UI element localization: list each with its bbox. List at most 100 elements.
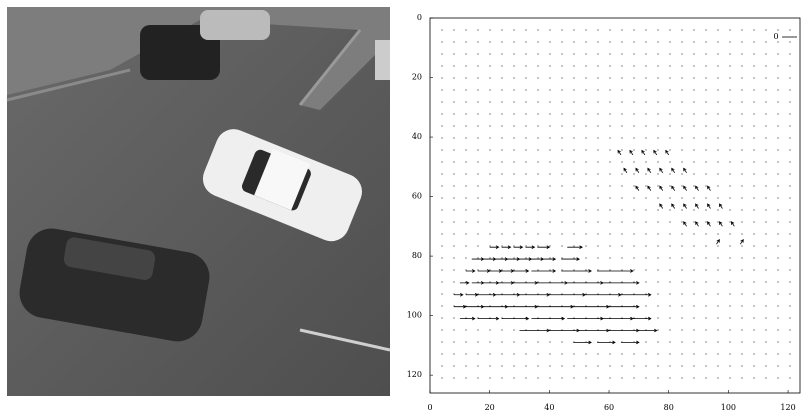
dot bbox=[501, 77, 502, 78]
dot bbox=[657, 257, 658, 258]
dot bbox=[705, 209, 706, 210]
dot bbox=[753, 209, 754, 210]
dot bbox=[777, 65, 778, 66]
dot bbox=[657, 89, 658, 90]
dot bbox=[561, 113, 562, 114]
dot bbox=[513, 281, 514, 282]
dot bbox=[669, 197, 670, 198]
dot bbox=[777, 89, 778, 90]
dot bbox=[489, 161, 490, 162]
dot bbox=[753, 221, 754, 222]
dot bbox=[741, 305, 742, 306]
dot bbox=[705, 161, 706, 162]
dot bbox=[681, 41, 682, 42]
dot bbox=[549, 185, 550, 186]
dot bbox=[525, 125, 526, 126]
dot bbox=[585, 197, 586, 198]
dot bbox=[609, 377, 610, 378]
dot bbox=[525, 65, 526, 66]
dot bbox=[717, 293, 718, 294]
dot bbox=[537, 281, 538, 282]
dot bbox=[477, 233, 478, 234]
dot bbox=[597, 149, 598, 150]
dot bbox=[753, 257, 754, 258]
dot bbox=[657, 305, 658, 306]
dot bbox=[753, 353, 754, 354]
dot bbox=[621, 173, 622, 174]
dot bbox=[657, 293, 658, 294]
dot bbox=[669, 233, 670, 234]
dot bbox=[705, 65, 706, 66]
dot bbox=[537, 257, 538, 258]
dot bbox=[717, 65, 718, 66]
dot bbox=[489, 221, 490, 222]
dot bbox=[609, 29, 610, 30]
dot bbox=[765, 77, 766, 78]
dot bbox=[645, 269, 646, 270]
dot bbox=[465, 125, 466, 126]
dot bbox=[537, 173, 538, 174]
y-tick-label: 100 bbox=[407, 311, 422, 320]
dot bbox=[585, 161, 586, 162]
dot bbox=[765, 329, 766, 330]
dot bbox=[621, 233, 622, 234]
dot bbox=[789, 173, 790, 174]
dot bbox=[633, 365, 634, 366]
dot bbox=[777, 329, 778, 330]
dot bbox=[645, 245, 646, 246]
dot bbox=[705, 377, 706, 378]
dot bbox=[489, 209, 490, 210]
dot bbox=[585, 89, 586, 90]
dot bbox=[633, 233, 634, 234]
dot bbox=[741, 377, 742, 378]
dot bbox=[549, 221, 550, 222]
dot bbox=[777, 305, 778, 306]
dot bbox=[693, 281, 694, 282]
dot bbox=[501, 233, 502, 234]
dot bbox=[537, 365, 538, 366]
dot bbox=[489, 89, 490, 90]
dot bbox=[765, 53, 766, 54]
dot bbox=[645, 137, 646, 138]
dot bbox=[561, 365, 562, 366]
dot bbox=[741, 341, 742, 342]
dot bbox=[717, 209, 718, 210]
dot bbox=[525, 245, 526, 246]
dot bbox=[549, 149, 550, 150]
dot bbox=[465, 29, 466, 30]
dot bbox=[777, 341, 778, 342]
dot bbox=[753, 137, 754, 138]
dot bbox=[789, 125, 790, 126]
dot bbox=[561, 377, 562, 378]
dot bbox=[597, 269, 598, 270]
dot bbox=[693, 41, 694, 42]
dot bbox=[441, 173, 442, 174]
dot bbox=[489, 185, 490, 186]
dot bbox=[585, 149, 586, 150]
dot bbox=[561, 353, 562, 354]
dot bbox=[717, 377, 718, 378]
dot bbox=[465, 149, 466, 150]
dot bbox=[789, 245, 790, 246]
dot bbox=[501, 377, 502, 378]
dot bbox=[693, 29, 694, 30]
dot bbox=[645, 101, 646, 102]
dot bbox=[777, 245, 778, 246]
dot bbox=[441, 197, 442, 198]
dot bbox=[789, 377, 790, 378]
dot bbox=[453, 233, 454, 234]
dot bbox=[621, 149, 622, 150]
dot bbox=[705, 305, 706, 306]
dot bbox=[573, 197, 574, 198]
dot bbox=[465, 101, 466, 102]
dot bbox=[729, 221, 730, 222]
dot bbox=[717, 29, 718, 30]
dot bbox=[489, 245, 490, 246]
dot bbox=[573, 353, 574, 354]
dot bbox=[477, 161, 478, 162]
dot bbox=[525, 257, 526, 258]
dot bbox=[537, 101, 538, 102]
dot bbox=[477, 29, 478, 30]
dot bbox=[717, 317, 718, 318]
dot bbox=[705, 341, 706, 342]
